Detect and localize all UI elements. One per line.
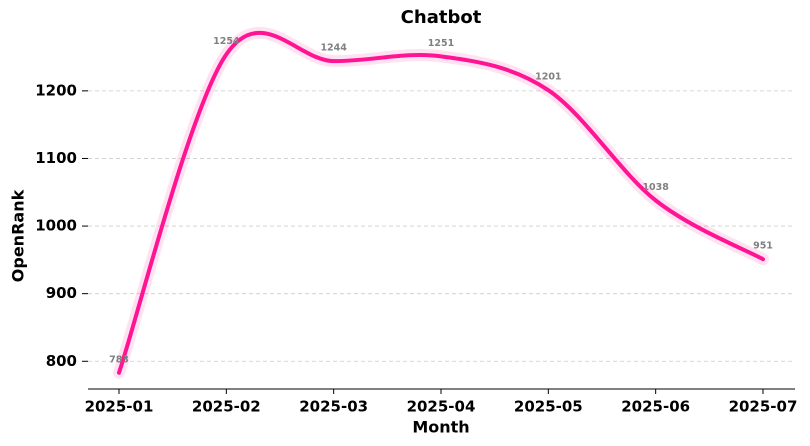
line: [117, 30, 765, 375]
value-label: 1244: [320, 43, 347, 54]
x-tick-label: 2025-03: [299, 398, 368, 416]
x-tick-label: 2025-02: [192, 398, 261, 416]
x-axis-label: Month: [412, 418, 469, 437]
value-label: 783: [109, 354, 129, 365]
value-label: 1251: [428, 38, 454, 49]
value-label: 1201: [535, 72, 561, 83]
x-tick-label: 2025-06: [621, 398, 690, 416]
x-tick-label: 2025-01: [85, 398, 154, 416]
x-tick-label: 2025-07: [729, 398, 798, 416]
y-tick-label: 800: [46, 352, 77, 370]
y-tick-label: 1200: [35, 81, 77, 99]
value-label: 951: [753, 241, 773, 252]
x-tick-label: 2025-04: [407, 398, 476, 416]
y-tick-label: 900: [46, 284, 77, 302]
y-tick-label: 1100: [35, 149, 77, 167]
value-label: 1254: [213, 36, 240, 47]
x-tick-label: 2025-05: [514, 398, 583, 416]
value-label: 1038: [642, 182, 669, 193]
y-tick-label: 1000: [35, 217, 77, 235]
chart-title: Chatbot: [401, 7, 482, 28]
y-axis-label: OpenRank: [9, 189, 28, 282]
line-glow: [113, 26, 769, 379]
